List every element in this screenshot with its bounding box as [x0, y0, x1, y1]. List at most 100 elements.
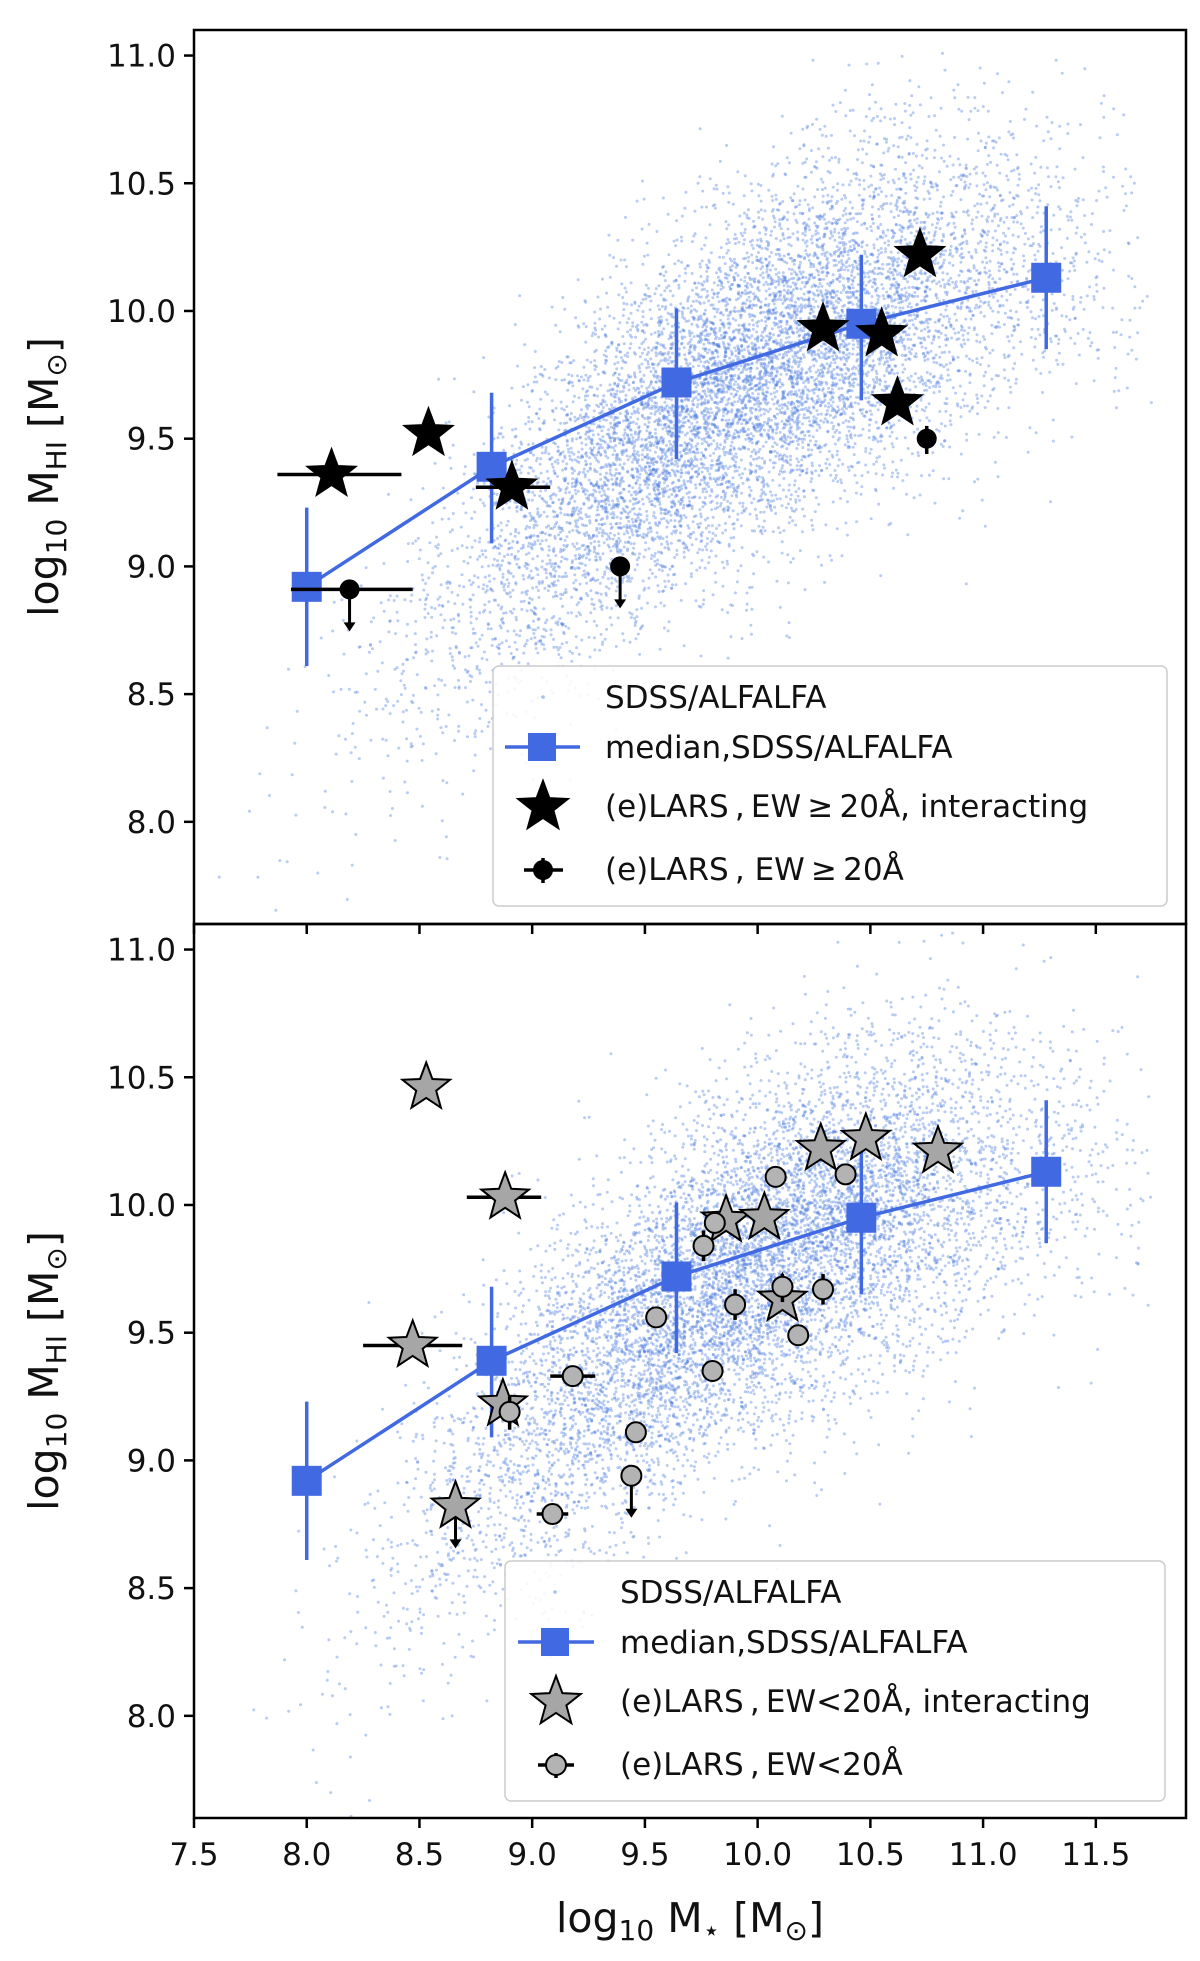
sdss-point — [840, 554, 844, 558]
sdss-point — [805, 244, 809, 248]
sdss-point — [1056, 362, 1060, 366]
sdss-point — [652, 474, 655, 478]
sdss-point — [616, 343, 620, 347]
sdss-point — [679, 413, 683, 417]
sdss-point — [698, 127, 702, 131]
sdss-point — [846, 279, 850, 283]
sdss-point — [474, 641, 478, 645]
sdss-point — [736, 170, 740, 174]
sdss-point — [645, 514, 649, 518]
sdss-point — [596, 450, 600, 454]
sdss-point — [539, 457, 543, 461]
sdss-point — [697, 341, 700, 344]
sdss-point — [962, 404, 966, 408]
sdss-point — [963, 281, 967, 285]
sdss-point — [768, 458, 772, 462]
sdss-point — [844, 242, 848, 246]
sdss-point — [589, 467, 592, 471]
sdss-point — [583, 398, 587, 402]
sdss-point — [787, 359, 790, 363]
sdss-point — [765, 380, 769, 384]
sdss-point — [762, 428, 766, 432]
sdss-point — [509, 652, 513, 655]
sdss-point — [974, 171, 978, 175]
sdss-point — [926, 321, 930, 325]
sdss-point — [715, 335, 718, 339]
sdss-point — [562, 630, 566, 634]
sdss-point — [663, 585, 667, 589]
sdss-point — [624, 419, 628, 423]
sdss-point — [596, 394, 600, 398]
sdss-point — [675, 548, 679, 552]
sdss-point — [851, 352, 855, 356]
sdss-point — [576, 489, 580, 493]
sdss-point — [771, 445, 775, 449]
sdss-point — [798, 473, 802, 477]
sdss-point — [665, 318, 669, 322]
sdss-point — [868, 364, 871, 368]
sdss-point — [845, 434, 849, 438]
sdss-point — [959, 305, 963, 309]
sdss-point — [875, 456, 879, 460]
sdss-point — [1010, 334, 1014, 337]
sdss-point — [537, 417, 541, 420]
sdss-point — [688, 490, 691, 494]
sdss-point — [824, 523, 828, 527]
sdss-point — [642, 254, 646, 258]
sdss-point — [713, 333, 717, 337]
sdss-point — [801, 469, 805, 473]
sdss-point — [953, 225, 957, 229]
sdss-point — [851, 206, 854, 210]
sdss-point — [473, 732, 477, 735]
sdss-point — [781, 396, 785, 400]
sdss-point — [625, 579, 629, 583]
sdss-point — [518, 634, 521, 638]
sdss-point — [1049, 337, 1052, 341]
sdss-point — [889, 250, 893, 254]
sdss-point — [963, 342, 967, 346]
sdss-point — [554, 323, 558, 327]
sdss-point — [726, 486, 729, 490]
sdss-point — [660, 451, 664, 455]
sdss-point — [782, 330, 786, 334]
sdss-point — [399, 679, 403, 683]
sdss-point — [625, 378, 629, 382]
sdss-point — [700, 333, 704, 337]
sdss-point — [707, 348, 711, 352]
sdss-point — [816, 413, 820, 416]
sdss-point — [885, 137, 889, 141]
sdss-point — [639, 445, 643, 448]
sdss-point — [457, 729, 461, 733]
sdss-point — [592, 454, 596, 458]
sdss-point — [699, 654, 703, 658]
sdss-point — [740, 422, 744, 426]
sdss-point — [967, 118, 971, 122]
sdss-point — [878, 379, 882, 383]
sdss-point — [485, 528, 489, 532]
sdss-point — [658, 537, 662, 541]
sdss-point — [748, 374, 752, 378]
sdss-point — [856, 342, 860, 346]
sdss-point — [991, 388, 995, 392]
sdss-point — [781, 455, 785, 458]
sdss-point — [1102, 248, 1106, 252]
sdss-point — [575, 529, 579, 532]
sdss-point — [996, 212, 1000, 216]
sdss-point — [1049, 185, 1053, 189]
sdss-point — [984, 256, 988, 260]
sdss-point — [802, 257, 806, 261]
sdss-point — [719, 311, 723, 314]
sdss-point — [843, 402, 847, 406]
sdss-point — [580, 523, 584, 527]
sdss-point — [405, 737, 409, 741]
sdss-point — [673, 262, 677, 266]
sdss-point — [1079, 123, 1082, 127]
sdss-point — [794, 390, 798, 394]
sdss-point — [538, 542, 542, 546]
sdss-point — [670, 315, 674, 319]
sdss-point — [583, 548, 587, 552]
sdss-point — [696, 469, 700, 473]
sdss-point — [536, 534, 540, 538]
sdss-point — [976, 412, 979, 416]
sdss-point — [671, 583, 674, 587]
